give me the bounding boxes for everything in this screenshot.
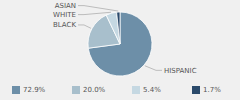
slice-label: WHITE (53, 11, 76, 19)
pie-slice (106, 12, 120, 44)
legend-swatch (132, 86, 140, 94)
chart: HISPANIC BLACK WHITEASIAN 72.9% 20.0% 5.4% 1.7… (0, 0, 240, 100)
legend-swatch (192, 86, 200, 94)
legend-item: 5.4% (132, 86, 161, 94)
legend-label: 5.4% (143, 86, 161, 94)
legend-item: 1.7% (192, 86, 221, 94)
pie (88, 12, 152, 76)
annotations: HISPANIC BLACK WHITEASIAN (53, 2, 197, 75)
legend-label: 1.7% (203, 86, 221, 94)
legend-label: 20.0% (83, 86, 106, 94)
leader-line (78, 12, 111, 14)
legend-item: 20.0% (72, 86, 106, 94)
pie-slice (88, 12, 152, 76)
leader-line (78, 25, 91, 28)
legend-item: 72.9% (12, 86, 46, 94)
legend-swatch (12, 86, 20, 94)
slice-label: BLACK (53, 21, 76, 29)
slice-label: ASIAN (55, 2, 76, 10)
legend-label: 72.9% (23, 86, 46, 94)
slice-label: HISPANIC (164, 67, 197, 75)
leader-line (145, 66, 162, 71)
legend-swatch (72, 86, 80, 94)
legend: 72.9% 20.0% 5.4% 1.7% (12, 86, 221, 94)
leader-line (78, 6, 118, 11)
pie-slice (117, 12, 120, 44)
